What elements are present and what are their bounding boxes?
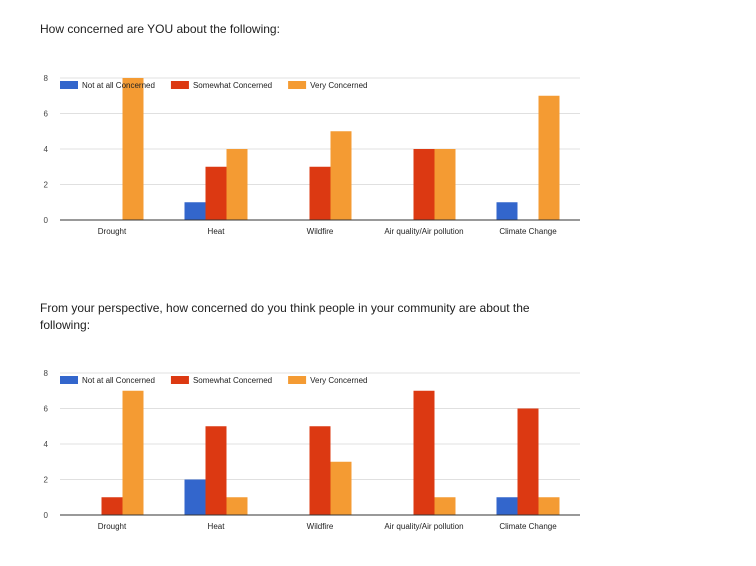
y-tick-label: 4 bbox=[44, 440, 49, 449]
category-label: Air quality/Air pollution bbox=[384, 227, 463, 236]
y-tick-label: 0 bbox=[44, 511, 49, 520]
bar-somewhat bbox=[309, 166, 331, 220]
category-label: Wildfire bbox=[307, 522, 334, 531]
y-tick-label: 2 bbox=[44, 181, 49, 190]
y-tick-label: 8 bbox=[44, 74, 49, 83]
bar-very bbox=[434, 149, 456, 220]
category-label: Heat bbox=[208, 522, 226, 531]
bar-very bbox=[330, 131, 352, 220]
bar-very bbox=[538, 497, 560, 515]
question-2-title: From your perspective, how concerned do … bbox=[40, 301, 530, 332]
bar-not-at_all bbox=[496, 202, 518, 220]
bar-not-at_all bbox=[184, 202, 206, 220]
bar-very bbox=[122, 390, 144, 515]
legend-swatch bbox=[60, 81, 78, 89]
bar-somewhat bbox=[413, 149, 435, 220]
bar-somewhat bbox=[517, 408, 539, 515]
y-tick-label: 0 bbox=[44, 216, 49, 225]
category-label: Wildfire bbox=[307, 227, 334, 236]
legend-swatch bbox=[288, 376, 307, 384]
bar-very bbox=[122, 78, 144, 220]
bar-not-at_all bbox=[184, 479, 206, 515]
y-tick-label: 6 bbox=[44, 405, 49, 414]
bar-somewhat bbox=[205, 426, 227, 515]
question-1-title: How concerned are YOU about the followin… bbox=[40, 22, 280, 36]
bar-very bbox=[226, 149, 248, 220]
legend-label: Not at all Concerned bbox=[82, 376, 155, 385]
legend-label: Very Concerned bbox=[310, 81, 367, 90]
legend-label: Somewhat Concerned bbox=[193, 376, 272, 385]
bar-somewhat bbox=[205, 166, 227, 220]
bar-very bbox=[434, 497, 456, 515]
y-tick-label: 8 bbox=[44, 369, 49, 378]
bar-somewhat bbox=[101, 497, 123, 515]
y-tick-label: 4 bbox=[44, 145, 49, 154]
bar-not-at_all bbox=[496, 497, 518, 515]
legend-swatch bbox=[288, 81, 307, 89]
legend-swatch bbox=[170, 81, 189, 89]
bar-very bbox=[330, 461, 352, 515]
category-label: Climate Change bbox=[499, 227, 557, 236]
category-label: Climate Change bbox=[499, 522, 557, 531]
legend-label: Somewhat Concerned bbox=[193, 81, 272, 90]
legend-label: Not at all Concerned bbox=[82, 81, 155, 90]
bar-very bbox=[226, 497, 248, 515]
bar-somewhat bbox=[413, 390, 435, 515]
y-tick-label: 6 bbox=[44, 110, 49, 119]
legend-label: Very Concerned bbox=[310, 376, 367, 385]
category-label: Drought bbox=[98, 522, 127, 531]
bar-very bbox=[538, 95, 560, 220]
chart-1: 0 2 4 6 8 Drought Heat Wildfire Air quality/Air … bbox=[44, 74, 580, 236]
chart-2: 0 2 4 6 8 Drought Heat Wildfire Air quality/Air … bbox=[44, 369, 580, 531]
category-label: Heat bbox=[208, 227, 226, 236]
y-tick-label: 2 bbox=[44, 476, 49, 485]
legend-swatch bbox=[60, 376, 78, 384]
category-label: Air quality/Air pollution bbox=[384, 522, 463, 531]
category-label: Drought bbox=[98, 227, 127, 236]
legend-swatch bbox=[170, 376, 189, 384]
bar-somewhat bbox=[309, 426, 331, 515]
